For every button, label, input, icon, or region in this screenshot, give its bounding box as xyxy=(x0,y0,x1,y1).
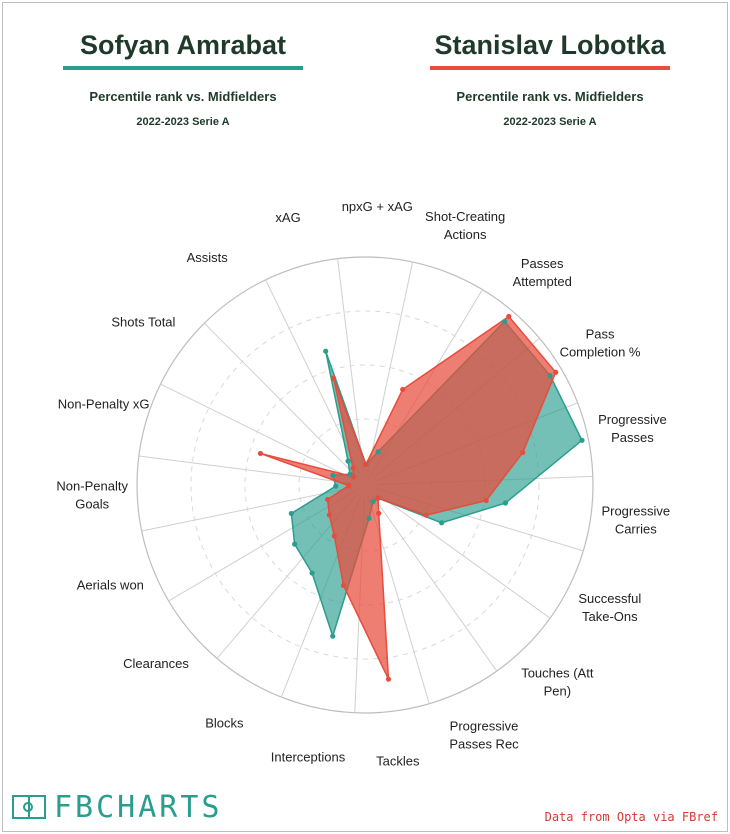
data-point-2 xyxy=(400,386,406,393)
data-point-2 xyxy=(385,676,392,682)
player-1-name: Sofyan Amrabat xyxy=(79,30,287,60)
series-area-2 xyxy=(260,315,557,680)
data-point-2 xyxy=(350,465,356,471)
axis-label: Tackles xyxy=(376,753,420,768)
data-point-1 xyxy=(547,373,553,379)
axis-label: Blocks xyxy=(205,716,244,731)
data-point-1 xyxy=(288,510,294,517)
data-point-1 xyxy=(579,437,585,443)
radar-spoke xyxy=(141,486,354,532)
data-point-2 xyxy=(325,496,331,503)
player-1-season: 2022-2023 Serie A xyxy=(136,116,230,128)
data-point-2 xyxy=(363,461,369,467)
radar-spoke xyxy=(337,258,365,474)
radar-spoke xyxy=(138,455,354,484)
data-point-2 xyxy=(331,533,337,539)
player-2-season: 2022-2023 Serie A xyxy=(503,116,597,128)
data-credit: Data from Opta via FBref xyxy=(544,810,718,824)
axis-label: Interceptions xyxy=(271,749,346,764)
data-point-2 xyxy=(346,483,352,489)
data-point-2 xyxy=(257,450,264,457)
axis-label: Touches (Att Pen) xyxy=(521,666,594,699)
axis-label: Shots Total xyxy=(111,314,175,329)
axis-label: Successful Take-Ons xyxy=(578,591,641,624)
data-point-2 xyxy=(331,375,337,381)
player-1-color-bar xyxy=(63,66,303,70)
player-2-name: Stanislav Lobotka xyxy=(434,30,666,60)
axis-label: Progressive Passes Rec xyxy=(449,719,519,752)
data-point-1 xyxy=(333,483,339,489)
data-point-2 xyxy=(520,449,526,456)
axis-label: Progressive Carries xyxy=(601,503,670,536)
data-point-1 xyxy=(439,520,445,526)
axis-label: Shot-Creating Actions xyxy=(425,209,505,242)
data-point-2 xyxy=(350,474,357,480)
data-point-2 xyxy=(483,497,489,504)
radar-spoke xyxy=(367,261,414,474)
data-point-1 xyxy=(323,348,329,354)
data-point-1 xyxy=(309,570,315,576)
radar-spoke xyxy=(374,491,551,619)
axis-label: Assists xyxy=(187,250,229,265)
axis-label: Non-Penalty xG xyxy=(58,397,150,412)
player-2-color-bar xyxy=(430,66,670,70)
radar-outer-ring xyxy=(136,256,594,714)
data-point-1 xyxy=(292,541,298,547)
data-point-2 xyxy=(376,510,382,516)
axis-label: Clearances xyxy=(123,656,189,671)
axis-label: Non-Penalty Goals xyxy=(56,478,128,511)
player-2-subtitle: Percentile rank vs. Midfielders xyxy=(456,89,644,104)
radar-spoke xyxy=(204,322,357,477)
data-point-2 xyxy=(506,313,512,320)
data-point-2 xyxy=(326,512,332,518)
radar-series xyxy=(257,313,585,682)
data-point-1 xyxy=(366,515,372,521)
data-point-1 xyxy=(501,318,508,325)
player-1-subtitle: Percentile rank vs. Midfielders xyxy=(89,89,277,104)
data-point-1 xyxy=(330,472,336,478)
radar-spoke xyxy=(160,383,355,481)
radar-spoke xyxy=(371,494,498,672)
radar-ring-3 xyxy=(190,310,540,660)
axis-label: Progressive Passes xyxy=(598,412,667,445)
data-point-2 xyxy=(553,369,559,375)
data-point-1 xyxy=(345,458,351,464)
fbcharts-logo: FBCHARTS xyxy=(12,789,223,825)
pitch-icon xyxy=(12,795,46,819)
data-point-2 xyxy=(375,495,381,501)
data-point-1 xyxy=(370,499,376,505)
data-point-1 xyxy=(502,500,509,506)
axis-label: Pass Completion % xyxy=(560,326,641,359)
player-1-header: Sofyan Amrabat Percentile rank vs. Midfi… xyxy=(63,28,303,128)
axis-label: Aerials won xyxy=(77,577,144,592)
axis-label: npxG + xAG xyxy=(342,199,413,214)
player-2-header: Stanislav Lobotka Percentile rank vs. Mi… xyxy=(430,28,670,128)
data-point-2 xyxy=(423,512,429,518)
data-point-2 xyxy=(340,582,347,589)
logo-text: FBCHARTS xyxy=(54,789,223,825)
axis-label: xAG xyxy=(275,210,300,225)
axis-label: Passes Attempted xyxy=(513,256,572,289)
data-point-1 xyxy=(375,449,381,455)
data-point-1 xyxy=(330,633,336,639)
